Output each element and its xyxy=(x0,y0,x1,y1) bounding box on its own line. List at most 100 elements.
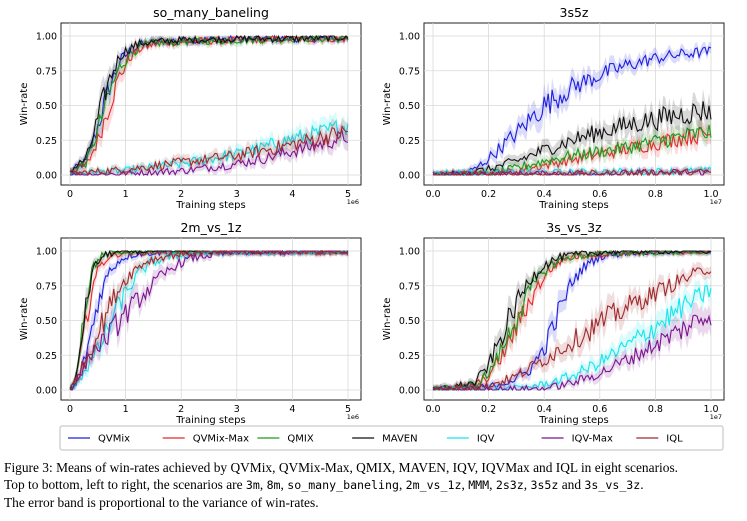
x-tick-label: 4 xyxy=(289,189,295,200)
error-band-maven xyxy=(433,88,711,175)
y-tick-label: 0.00 xyxy=(399,386,420,397)
x-tick-label: 0.8 xyxy=(648,404,663,415)
x-tick-label: 0.6 xyxy=(592,404,607,415)
y-tick-label: 0.00 xyxy=(36,171,57,182)
error-band-qvmix-max xyxy=(433,251,711,390)
x-tick-label: 1.0 xyxy=(703,404,718,415)
y-tick-label: 0.50 xyxy=(399,316,420,327)
y-tick-label: 0.75 xyxy=(399,66,420,77)
y-tick-label: 0.75 xyxy=(36,66,57,77)
x-tick-label: 5 xyxy=(345,189,351,200)
caption-scenario: 3s5z xyxy=(530,478,559,492)
caption-period: . xyxy=(640,477,644,492)
caption-scenario: so_many_baneling xyxy=(287,478,399,492)
error-band-iqv xyxy=(433,276,711,390)
y-tick-label: 0.25 xyxy=(399,351,420,362)
figure-caption: Figure 3: Means of win-rates achieved by… xyxy=(4,459,744,511)
x-axis-label: Training steps xyxy=(175,415,245,426)
series-line-maven xyxy=(432,250,712,391)
y-tick-label: 0.50 xyxy=(36,316,57,327)
caption-scenario: 8m xyxy=(266,478,281,492)
series-line-iqv xyxy=(432,285,712,392)
caption-separator: , xyxy=(461,477,469,492)
x-tick-label: 2 xyxy=(178,189,184,200)
legend-label: QVMix xyxy=(98,434,130,445)
y-tick-label: 1.00 xyxy=(36,247,57,258)
y-tick-label: 0.75 xyxy=(399,281,420,292)
x-tick-label: 0.8 xyxy=(648,189,663,200)
x-tick-label: 0.2 xyxy=(481,189,496,200)
y-tick-label: 0.75 xyxy=(36,281,57,292)
x-axis-label: Training steps xyxy=(538,200,608,211)
y-tick-label: 0.25 xyxy=(36,136,57,147)
x-tick-label: 2 xyxy=(178,404,184,415)
chart-panel-1: 0 1 2 3 4 5 0.00 0.25 0.50 0.75 1.00 so_many_baneli… xyxy=(19,5,362,211)
plot-frame xyxy=(423,237,725,401)
x-tick-label: 0.0 xyxy=(425,189,440,200)
legend-box xyxy=(59,425,724,451)
caption-separator: , xyxy=(259,477,267,492)
caption-scenario: MMM xyxy=(468,478,490,492)
caption-separator: , xyxy=(280,477,288,492)
x-axis-exponent: 1e6 xyxy=(347,413,359,421)
caption-scenario: 3s_vs_3z xyxy=(584,478,641,492)
x-tick-label: 0.0 xyxy=(425,404,440,415)
error-band-qmix xyxy=(433,251,711,390)
x-tick-label: 1 xyxy=(123,189,129,200)
y-axis-label: Win-rate xyxy=(19,298,30,341)
x-axis-label: Training steps xyxy=(175,200,245,211)
plot-frame xyxy=(60,237,362,401)
x-axis-exponent: 1e7 xyxy=(710,413,722,421)
series-line-iqv-max xyxy=(69,249,349,391)
y-tick-label: 0.50 xyxy=(36,101,57,112)
series-line-iqv-max xyxy=(70,129,349,177)
series-line-qmix xyxy=(432,124,712,177)
y-axis-label: Win-rate xyxy=(382,83,393,126)
chart-panel-3: 0 1 2 3 4 5 0.00 0.25 0.50 0.75 1.00 2m_vs_1z Traini… xyxy=(19,220,362,426)
series-line-maven xyxy=(69,34,349,173)
chart-title: 3s_vs_3z xyxy=(546,220,602,235)
legend-label: MAVEN xyxy=(382,434,417,445)
error-band-qvmix xyxy=(433,41,711,176)
y-tick-label: 1.00 xyxy=(36,32,57,43)
x-tick-label: 5 xyxy=(345,404,351,415)
caption-line-1: Figure 3: Means of win-rates achieved by… xyxy=(4,460,679,475)
caption-line-3: The error band is proportional to the va… xyxy=(4,495,319,510)
series-line-iql xyxy=(69,125,349,177)
y-axis-label: Win-rate xyxy=(382,298,393,341)
error-band-maven xyxy=(433,251,711,390)
error-band-qvmix xyxy=(433,251,711,390)
chart-panel-4: 0.0 0.2 0.4 0.6 0.8 1.0 0.00 0.25 0.50 0.75 1.00 3s… xyxy=(382,220,725,426)
x-tick-label: 0.6 xyxy=(592,189,607,200)
y-axis-label: Win-rate xyxy=(19,83,30,126)
y-tick-label: 0.50 xyxy=(399,101,420,112)
y-tick-label: 0.00 xyxy=(399,171,420,182)
series-line-qvmix-max xyxy=(69,35,349,174)
plot-frame xyxy=(423,22,725,186)
caption-separator: , xyxy=(523,477,531,492)
legend-label: QVMix-Max xyxy=(193,434,249,445)
x-tick-label: 0 xyxy=(67,404,73,415)
error-band-iql xyxy=(433,165,711,175)
x-tick-label: 3 xyxy=(234,189,240,200)
legend: QVMix QVMix-Max QMIX MAVEN IQV IQV-Max IQL xyxy=(59,425,724,451)
y-tick-label: 0.25 xyxy=(399,136,420,147)
series-line-iql xyxy=(432,168,712,177)
x-axis-label: Training steps xyxy=(538,415,608,426)
y-tick-label: 1.00 xyxy=(399,247,420,258)
x-tick-label: 4 xyxy=(289,404,295,415)
caption-line-2-prefix: Top to bottom, left to right, the scenar… xyxy=(4,477,246,492)
error-band-qmix xyxy=(433,115,711,175)
x-tick-label: 1 xyxy=(123,404,129,415)
chart-title: so_many_baneling xyxy=(153,5,269,20)
legend-label: QMIX xyxy=(287,434,313,445)
y-tick-label: 0.00 xyxy=(36,386,57,397)
legend-label: IQV xyxy=(477,434,495,445)
x-axis-exponent: 1e6 xyxy=(347,198,359,206)
error-band-iqv-max xyxy=(70,122,348,175)
legend-label: IQV-Max xyxy=(572,434,613,445)
x-tick-label: 1.0 xyxy=(703,189,718,200)
x-tick-label: 3 xyxy=(234,404,240,415)
legend-label: IQL xyxy=(666,434,683,445)
caption-scenario: 2s3z xyxy=(495,478,524,492)
